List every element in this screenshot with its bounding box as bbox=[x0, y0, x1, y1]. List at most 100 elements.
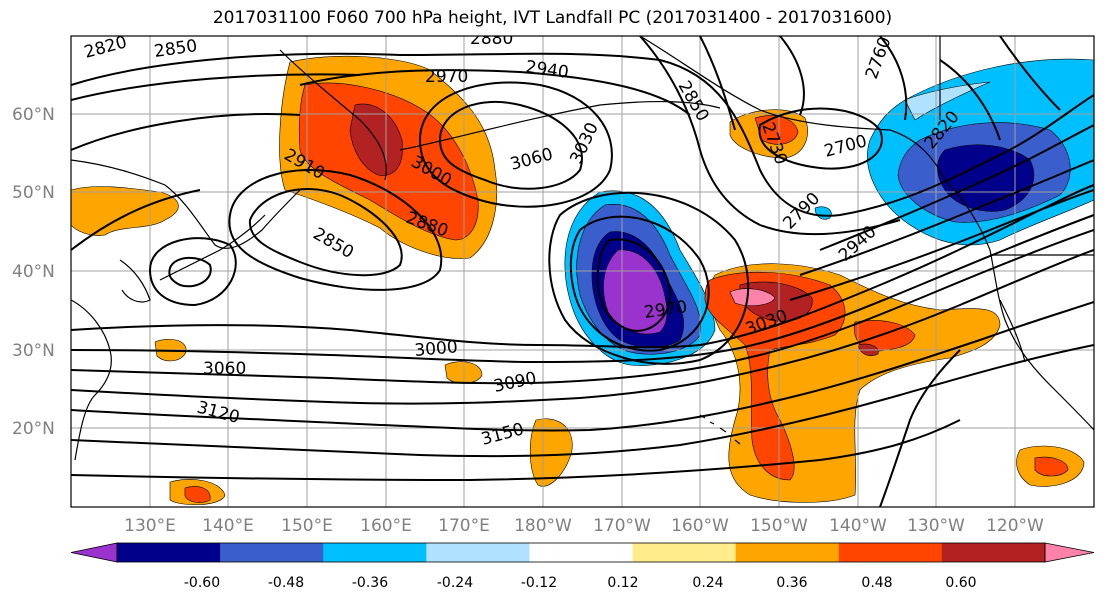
contour-low-central-3 bbox=[548, 191, 750, 365]
lat-labels: 60°N 50°N 40°N 30°N 20°N bbox=[12, 105, 55, 439]
colorbar-segment bbox=[220, 543, 324, 562]
shade-alaska-red bbox=[754, 115, 799, 145]
contour-north-d bbox=[779, 36, 805, 116]
coast-aleutians bbox=[399, 100, 721, 151]
lat-label-20: 20°N bbox=[12, 419, 55, 439]
contour-label-2880-top: 2880 bbox=[470, 29, 513, 49]
shade-subtrop-pink bbox=[729, 288, 776, 307]
colorbar-tick-label: -0.12 bbox=[521, 575, 557, 591]
contour-zonal-3 bbox=[71, 113, 301, 151]
coast-asia bbox=[71, 159, 301, 249]
contour-label-2970-top: 2970 bbox=[425, 67, 468, 87]
shade-ne-lightblue bbox=[904, 81, 991, 121]
map-title: 2017031100 F060 700 hPa height, IVT Land… bbox=[212, 8, 893, 28]
contour-ne-c bbox=[789, 189, 1094, 301]
colorbar: -0.60 -0.48 -0.36 -0.24 -0.12 0.12 0.24 … bbox=[70, 542, 1095, 591]
contour-low-nw-2 bbox=[248, 188, 403, 277]
contour-ne-a bbox=[819, 124, 1094, 251]
lon-label-160w: 160°W bbox=[671, 516, 729, 536]
ivt-shading bbox=[71, 55, 1094, 506]
contour-low-central-1 bbox=[596, 238, 672, 332]
colorbar-segments bbox=[70, 542, 1095, 563]
colorbar-segment bbox=[941, 543, 1046, 562]
lon-label-130w: 130°W bbox=[907, 516, 965, 536]
contour-zonal-1 bbox=[71, 52, 1094, 217]
lon-label-180w: 180°W bbox=[514, 516, 572, 536]
colorbar-tick-label: 0.48 bbox=[861, 575, 892, 591]
contour-zonal-2 bbox=[71, 73, 361, 101]
lat-label-50: 50°N bbox=[12, 183, 55, 203]
contour-zonal-4 bbox=[71, 189, 201, 251]
colorbar-extend-max bbox=[1044, 542, 1095, 563]
colorbar-segment bbox=[632, 543, 737, 562]
contour-south-outer bbox=[71, 419, 961, 482]
colorbar-tick-label: 0.12 bbox=[607, 575, 638, 591]
map-contents: 2820 2850 2880 2940 2970 2850 2760 2910 … bbox=[71, 29, 1094, 507]
colorbar-ticks: -0.60 -0.48 -0.36 -0.24 -0.12 0.12 0.24 … bbox=[184, 575, 977, 591]
contour-label-3000-s: 3000 bbox=[414, 337, 459, 361]
lat-label-30: 30°N bbox=[12, 341, 55, 361]
lon-label-150e: 150°E bbox=[281, 516, 333, 536]
lon-label-170w: 170°W bbox=[593, 516, 651, 536]
contour-ne-e bbox=[939, 59, 1001, 141]
lon-label-140e: 140°E bbox=[202, 516, 254, 536]
lat-label-60: 60°N bbox=[12, 105, 55, 125]
contour-north-c bbox=[699, 36, 736, 131]
lon-labels: 130°E 140°E 150°E 160°E 170°E 180°W 170°… bbox=[124, 516, 1044, 536]
map-border bbox=[70, 35, 1095, 508]
colorbar-tick-label: 0.24 bbox=[692, 575, 723, 591]
contour-zonal-6 bbox=[71, 214, 1094, 364]
contour-low-central-2 bbox=[569, 215, 710, 352]
shade-small-6b bbox=[1034, 456, 1069, 477]
colorbar-segment bbox=[838, 543, 943, 562]
coast-baja bbox=[999, 299, 1026, 363]
contour-low-asia-2 bbox=[148, 237, 237, 307]
colorbar-segment bbox=[426, 543, 530, 562]
contour-north-b bbox=[639, 36, 901, 236]
lon-label-170e: 170°E bbox=[438, 516, 490, 536]
contour-low-nw-3 bbox=[228, 168, 443, 291]
contour-alaska-low bbox=[758, 107, 883, 170]
contour-zonal-5 bbox=[71, 184, 1094, 349]
contour-label-3060-s: 3060 bbox=[203, 359, 246, 379]
lon-label-160e: 160°E bbox=[360, 516, 412, 536]
colorbar-segment bbox=[735, 543, 840, 562]
lon-label-140w: 140°W bbox=[829, 516, 887, 536]
contour-ne-f bbox=[999, 36, 1061, 111]
contour-low-asia-1 bbox=[168, 256, 212, 288]
contour-zonal-10 bbox=[71, 344, 1094, 458]
colorbar-segment bbox=[117, 543, 221, 562]
lon-label-130e: 130°E bbox=[124, 516, 176, 536]
height-contours bbox=[71, 36, 1094, 507]
contour-south-far bbox=[879, 349, 961, 507]
colorbar-segment bbox=[323, 543, 427, 562]
lon-label-120w: 120°W bbox=[986, 516, 1044, 536]
coast-kamchatka bbox=[279, 49, 387, 181]
contour-high-north-2 bbox=[418, 81, 613, 208]
coast-alaska bbox=[639, 36, 946, 181]
lat-label-40: 40°N bbox=[12, 262, 55, 282]
contour-north-a bbox=[299, 69, 691, 116]
colorbar-tick-label: -0.24 bbox=[437, 575, 473, 591]
contour-zonal-8 bbox=[71, 249, 1094, 405]
coast-northamerica bbox=[944, 179, 1094, 431]
coast-japan bbox=[159, 214, 266, 281]
contour-ne-b bbox=[799, 159, 1094, 276]
colorbar-tick-label: -0.60 bbox=[184, 575, 220, 591]
colorbar-segment bbox=[529, 543, 634, 562]
contour-high-north bbox=[438, 100, 583, 190]
contour-zonal-7 bbox=[71, 229, 1094, 385]
coast-china bbox=[71, 299, 112, 461]
colorbar-outline bbox=[116, 542, 1046, 563]
lon-label-150w: 150°W bbox=[750, 516, 808, 536]
contour-ne-d bbox=[879, 36, 908, 121]
colorbar-tick-label: 0.36 bbox=[776, 575, 807, 591]
shade-small-4 bbox=[184, 486, 211, 503]
contour-zonal-9 bbox=[71, 301, 1094, 432]
colorbar-extend-min bbox=[70, 542, 118, 563]
coast-korea bbox=[119, 259, 151, 303]
colorbar-tick-label: 0.60 bbox=[945, 575, 976, 591]
coastlines bbox=[71, 36, 1094, 461]
colorbar-tick-label: -0.48 bbox=[268, 575, 304, 591]
